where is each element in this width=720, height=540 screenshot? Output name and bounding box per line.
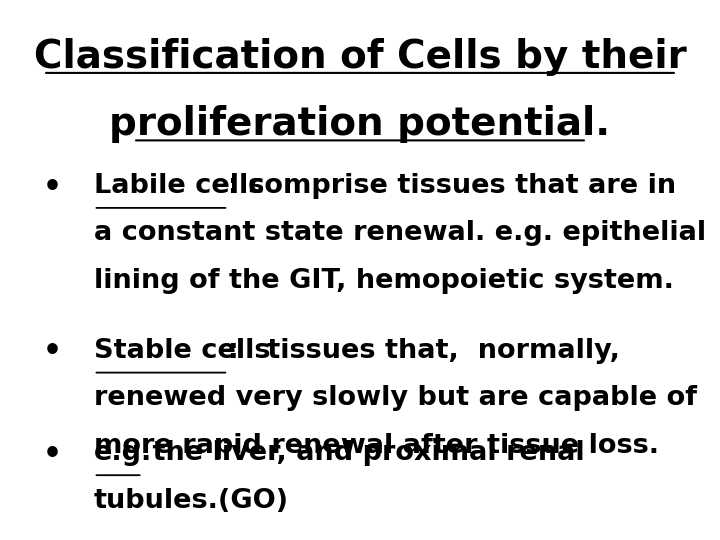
- Text: •: •: [43, 338, 62, 367]
- Text: : comprise tissues that are in: : comprise tissues that are in: [228, 173, 676, 199]
- Text: proliferation potential.: proliferation potential.: [109, 105, 611, 143]
- Text: tubules.(GO): tubules.(GO): [94, 488, 289, 514]
- Text: renewed very slowly but are capable of: renewed very slowly but are capable of: [94, 385, 697, 411]
- Text: a constant state renewal. e.g. epithelial: a constant state renewal. e.g. epithelia…: [94, 220, 706, 246]
- Text: the liver, and proximal renal: the liver, and proximal renal: [143, 440, 584, 466]
- Text: Labile cells: Labile cells: [94, 173, 264, 199]
- Text: more rapid renewal after tissue loss.: more rapid renewal after tissue loss.: [94, 433, 659, 458]
- Text: lining of the GIT, hemopoietic system.: lining of the GIT, hemopoietic system.: [94, 268, 673, 294]
- Text: •: •: [43, 440, 62, 469]
- Text: Classification of Cells by their: Classification of Cells by their: [34, 38, 686, 76]
- Text: e.g.: e.g.: [94, 440, 152, 466]
- Text: :   tissues that,  normally,: : tissues that, normally,: [228, 338, 620, 363]
- Text: Stable cells: Stable cells: [94, 338, 270, 363]
- Text: •: •: [43, 173, 62, 202]
